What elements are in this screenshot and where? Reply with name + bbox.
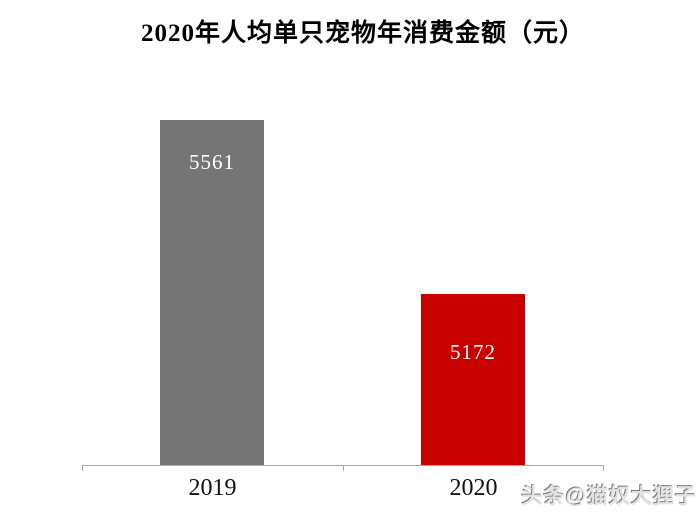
- x-tick-label-2019: 2019: [188, 475, 237, 501]
- bar-2019: [160, 120, 264, 465]
- x-tick-label-2020: 2020: [449, 475, 498, 501]
- bar-value-label-2020: 5172: [450, 340, 496, 364]
- bar-value-label-2019: 5561: [189, 150, 235, 174]
- bar-2020: [421, 294, 525, 465]
- watermark: 头条@猫奴大狸子: [521, 485, 697, 508]
- chart-title: 2020年人均单只宠物年消费金额（元）: [140, 20, 585, 47]
- x-axis-line: [82, 465, 603, 466]
- x-axis-tick: [82, 465, 83, 471]
- x-axis-tick: [603, 465, 604, 471]
- x-axis-tick: [343, 465, 344, 471]
